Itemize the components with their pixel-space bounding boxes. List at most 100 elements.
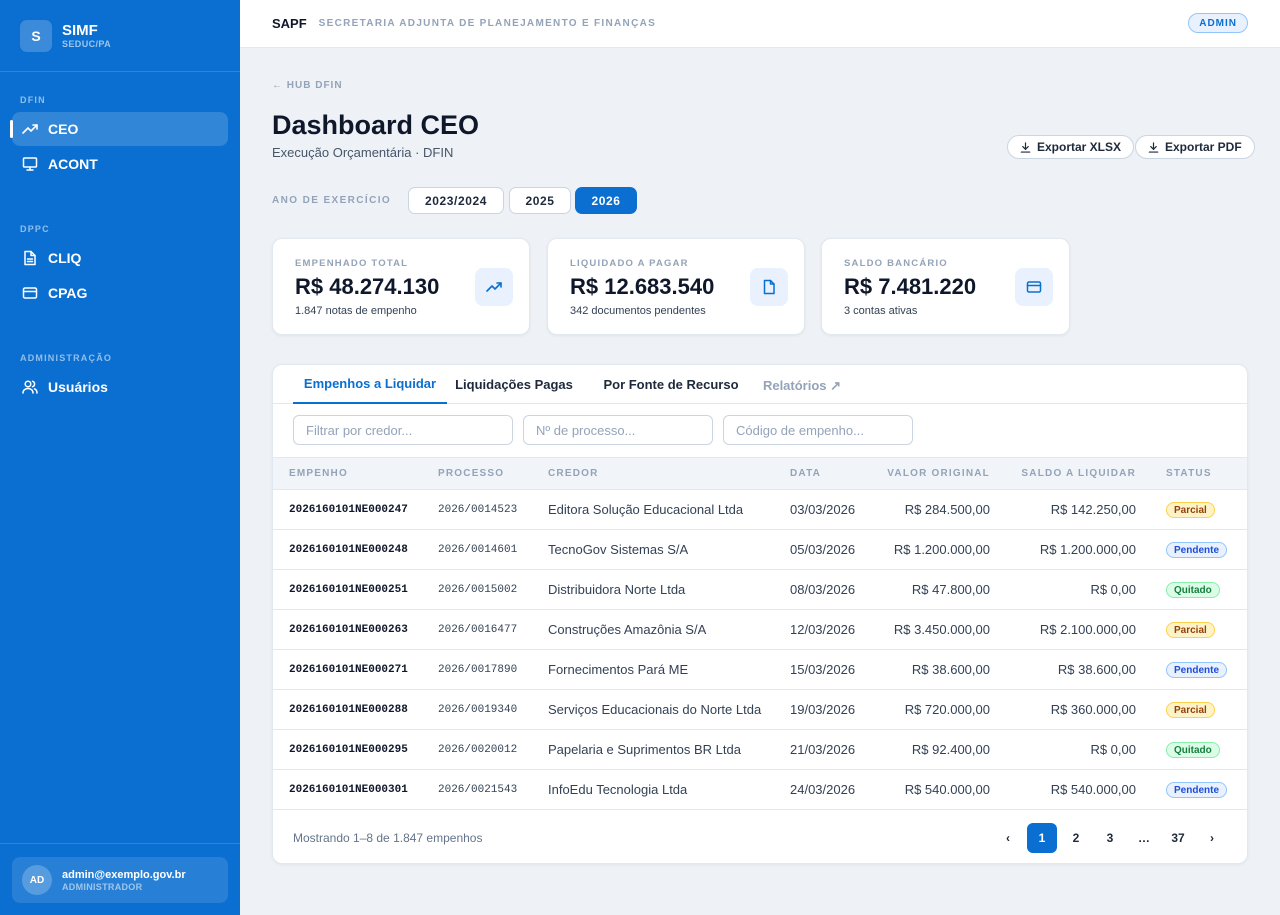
brand-name: SIMF — [62, 22, 98, 39]
column-header-processo[interactable]: PROCESSO — [438, 468, 505, 479]
column-header-data[interactable]: DATA — [790, 468, 822, 479]
kpi-value: R$ 7.481.220 — [844, 274, 977, 299]
status-badge: Pendente — [1166, 542, 1228, 558]
column-header-empenho[interactable]: EMPENHO — [289, 468, 348, 479]
sidebar-item-acont[interactable]: ACONT — [12, 147, 228, 181]
column-header-status[interactable]: STATUS — [1166, 468, 1212, 479]
kpi-card-empenhado: EMPENHADO TOTAL R$ 48.274.130 1.847 nota… — [272, 238, 530, 335]
tab-empenhos-a-liquidar[interactable]: Empenhos a Liquidar — [293, 365, 447, 404]
users-icon — [22, 380, 38, 394]
brand-subtitle: SEDUC/PA — [62, 39, 112, 49]
export-xlsx-button[interactable]: Exportar XLSX — [1007, 135, 1135, 159]
year-button-2025[interactable]: 2025 — [509, 187, 571, 214]
user-profile[interactable]: AD admin@exemplo.gov.br ADMINISTRADOR — [12, 857, 228, 903]
empenho-filter-input[interactable] — [723, 415, 913, 445]
brand-logo: S — [20, 19, 52, 52]
pagination-next-button[interactable]: › — [1210, 831, 1214, 845]
credor-cell: Distribuidora Norte Ltda — [548, 582, 686, 597]
table-row[interactable]: 2026160101NE000301 2026/0021543 InfoEdu … — [273, 770, 1247, 810]
credit-card-icon — [1015, 268, 1053, 306]
pagination-summary: Mostrando 1–8 de 1.847 empenhos — [293, 831, 483, 845]
tab-por-fonte-de-recurso[interactable]: Por Fonte de Recurso — [603, 377, 739, 392]
trending-up-icon — [475, 268, 513, 306]
processo-cell: 2026/0020012 — [438, 744, 518, 756]
data-cell: 08/03/2026 — [790, 582, 856, 597]
status-badge: Pendente — [1166, 662, 1228, 678]
kpi-card-saldo: SALDO BANCÁRIO R$ 7.481.220 3 contas ati… — [821, 238, 1070, 335]
pagination-ellipsis: … — [1138, 831, 1150, 845]
export-xlsx-label: Exportar XLSX — [1037, 140, 1122, 154]
table-row[interactable]: 2026160101NE000295 2026/0020012 Papelari… — [273, 730, 1247, 770]
tab-relatorios[interactable]: Relatórios ↗ — [762, 377, 842, 393]
valor-original-cell: R$ 1.200.000,00 — [893, 542, 990, 557]
processo-cell: 2026/0021543 — [438, 784, 518, 796]
processo-cell: 2026/0016477 — [438, 624, 518, 636]
nav-section-dfin: DFIN — [20, 95, 46, 105]
data-cell: 15/03/2026 — [790, 662, 856, 677]
sidebar-item-usuarios[interactable]: Usuários — [12, 370, 228, 404]
year-button-2023-2024[interactable]: 2023/2024 — [408, 187, 504, 214]
saldo-cell: R$ 38.600,00 — [1057, 662, 1136, 677]
saldo-cell: R$ 360.000,00 — [1050, 702, 1136, 717]
credor-filter-input[interactable] — [293, 415, 513, 445]
processo-filter-input[interactable] — [523, 415, 713, 445]
empenho-cell: 2026160101NE000271 — [289, 664, 408, 676]
export-pdf-button[interactable]: Exportar PDF — [1135, 135, 1255, 159]
pagination-prev-button[interactable]: ‹ — [1006, 831, 1010, 845]
valor-original-cell: R$ 3.450.000,00 — [893, 622, 990, 637]
status-badge: Parcial — [1166, 702, 1215, 718]
saldo-cell: R$ 1.200.000,00 — [1039, 542, 1136, 557]
column-header-saldo-a-liquidar[interactable]: SALDO A LIQUIDAR — [1021, 468, 1136, 479]
saldo-cell: R$ 142.250,00 — [1050, 502, 1136, 517]
empenhos-card: Empenhos a Liquidar Liquidações Pagas Po… — [272, 364, 1248, 864]
sidebar-item-cpag[interactable]: CPAG — [12, 276, 228, 310]
table-row[interactable]: 2026160101NE000263 2026/0016477 Construç… — [273, 610, 1247, 650]
trending-up-icon — [22, 124, 38, 134]
nav-section-dppc: DPPC — [20, 224, 50, 234]
nav-section-administracao: ADMINISTRAÇÃO — [20, 353, 113, 363]
table-row[interactable]: 2026160101NE000251 2026/0015002 Distribu… — [273, 570, 1247, 610]
saldo-cell: R$ 2.100.000,00 — [1039, 622, 1136, 637]
processo-cell: 2026/0015002 — [438, 584, 518, 596]
status-badge: Quitado — [1166, 582, 1220, 598]
role-badge: ADMIN — [1188, 13, 1248, 33]
pagination-page-37[interactable]: 37 — [1171, 831, 1185, 845]
user-role: ADMINISTRADOR — [62, 881, 143, 892]
kpi-value: R$ 12.683.540 — [570, 274, 715, 299]
table-row[interactable]: 2026160101NE000271 2026/0017890 Fornecim… — [273, 650, 1247, 690]
empenho-cell: 2026160101NE000251 — [289, 584, 408, 596]
file-text-icon — [24, 250, 36, 266]
column-header-credor[interactable]: CREDOR — [548, 468, 599, 479]
export-pdf-label: Exportar PDF — [1165, 140, 1242, 154]
sidebar-item-cliq[interactable]: CLIQ — [12, 241, 228, 275]
credor-cell: Serviços Educacionais do Norte Ltda — [548, 702, 762, 717]
column-header-valor-original[interactable]: VALOR ORIGINAL — [887, 468, 990, 479]
user-email: admin@exemplo.gov.br — [62, 868, 186, 881]
table-row[interactable]: 2026160101NE000247 2026/0014523 Editora … — [273, 490, 1247, 530]
valor-original-cell: R$ 284.500,00 — [904, 502, 990, 517]
page-subtitle: Execução Orçamentária · DFIN — [272, 145, 454, 160]
back-link[interactable]: ← HUB DFIN — [272, 80, 343, 91]
app-subtitle: SECRETARIA ADJUNTA DE PLANEJAMENTO E FIN… — [318, 18, 657, 29]
avatar: AD — [22, 865, 52, 895]
year-button-2026[interactable]: 2026 — [575, 187, 637, 214]
sidebar-item-label: CPAG — [48, 285, 88, 301]
table-row[interactable]: 2026160101NE000288 2026/0019340 Serviços… — [273, 690, 1247, 730]
credor-cell: Construções Amazônia S/A — [548, 622, 707, 637]
monitor-icon — [22, 157, 38, 171]
app-title: SAPF — [272, 16, 307, 31]
sidebar-divider — [0, 843, 240, 844]
table-row[interactable]: 2026160101NE000248 2026/0014601 TecnoGov… — [273, 530, 1247, 570]
download-icon — [1020, 141, 1031, 153]
empenho-cell: 2026160101NE000295 — [289, 744, 408, 756]
pagination-page-2[interactable]: 2 — [1072, 831, 1080, 845]
tab-liquidacoes-pagas[interactable]: Liquidações Pagas — [455, 377, 573, 392]
valor-original-cell: R$ 720.000,00 — [904, 702, 990, 717]
pagination-page-1[interactable]: 1 — [1027, 823, 1057, 853]
sidebar-item-label: ACONT — [48, 156, 98, 172]
sidebar: S SIMF SEDUC/PA DFIN CEO ACONT DPPC CLIQ… — [0, 0, 240, 915]
sidebar-item-ceo[interactable]: CEO — [10, 112, 228, 146]
sidebar-item-label: Usuários — [48, 379, 108, 395]
pagination-page-3[interactable]: 3 — [1106, 831, 1114, 845]
empenho-cell: 2026160101NE000248 — [289, 544, 408, 556]
